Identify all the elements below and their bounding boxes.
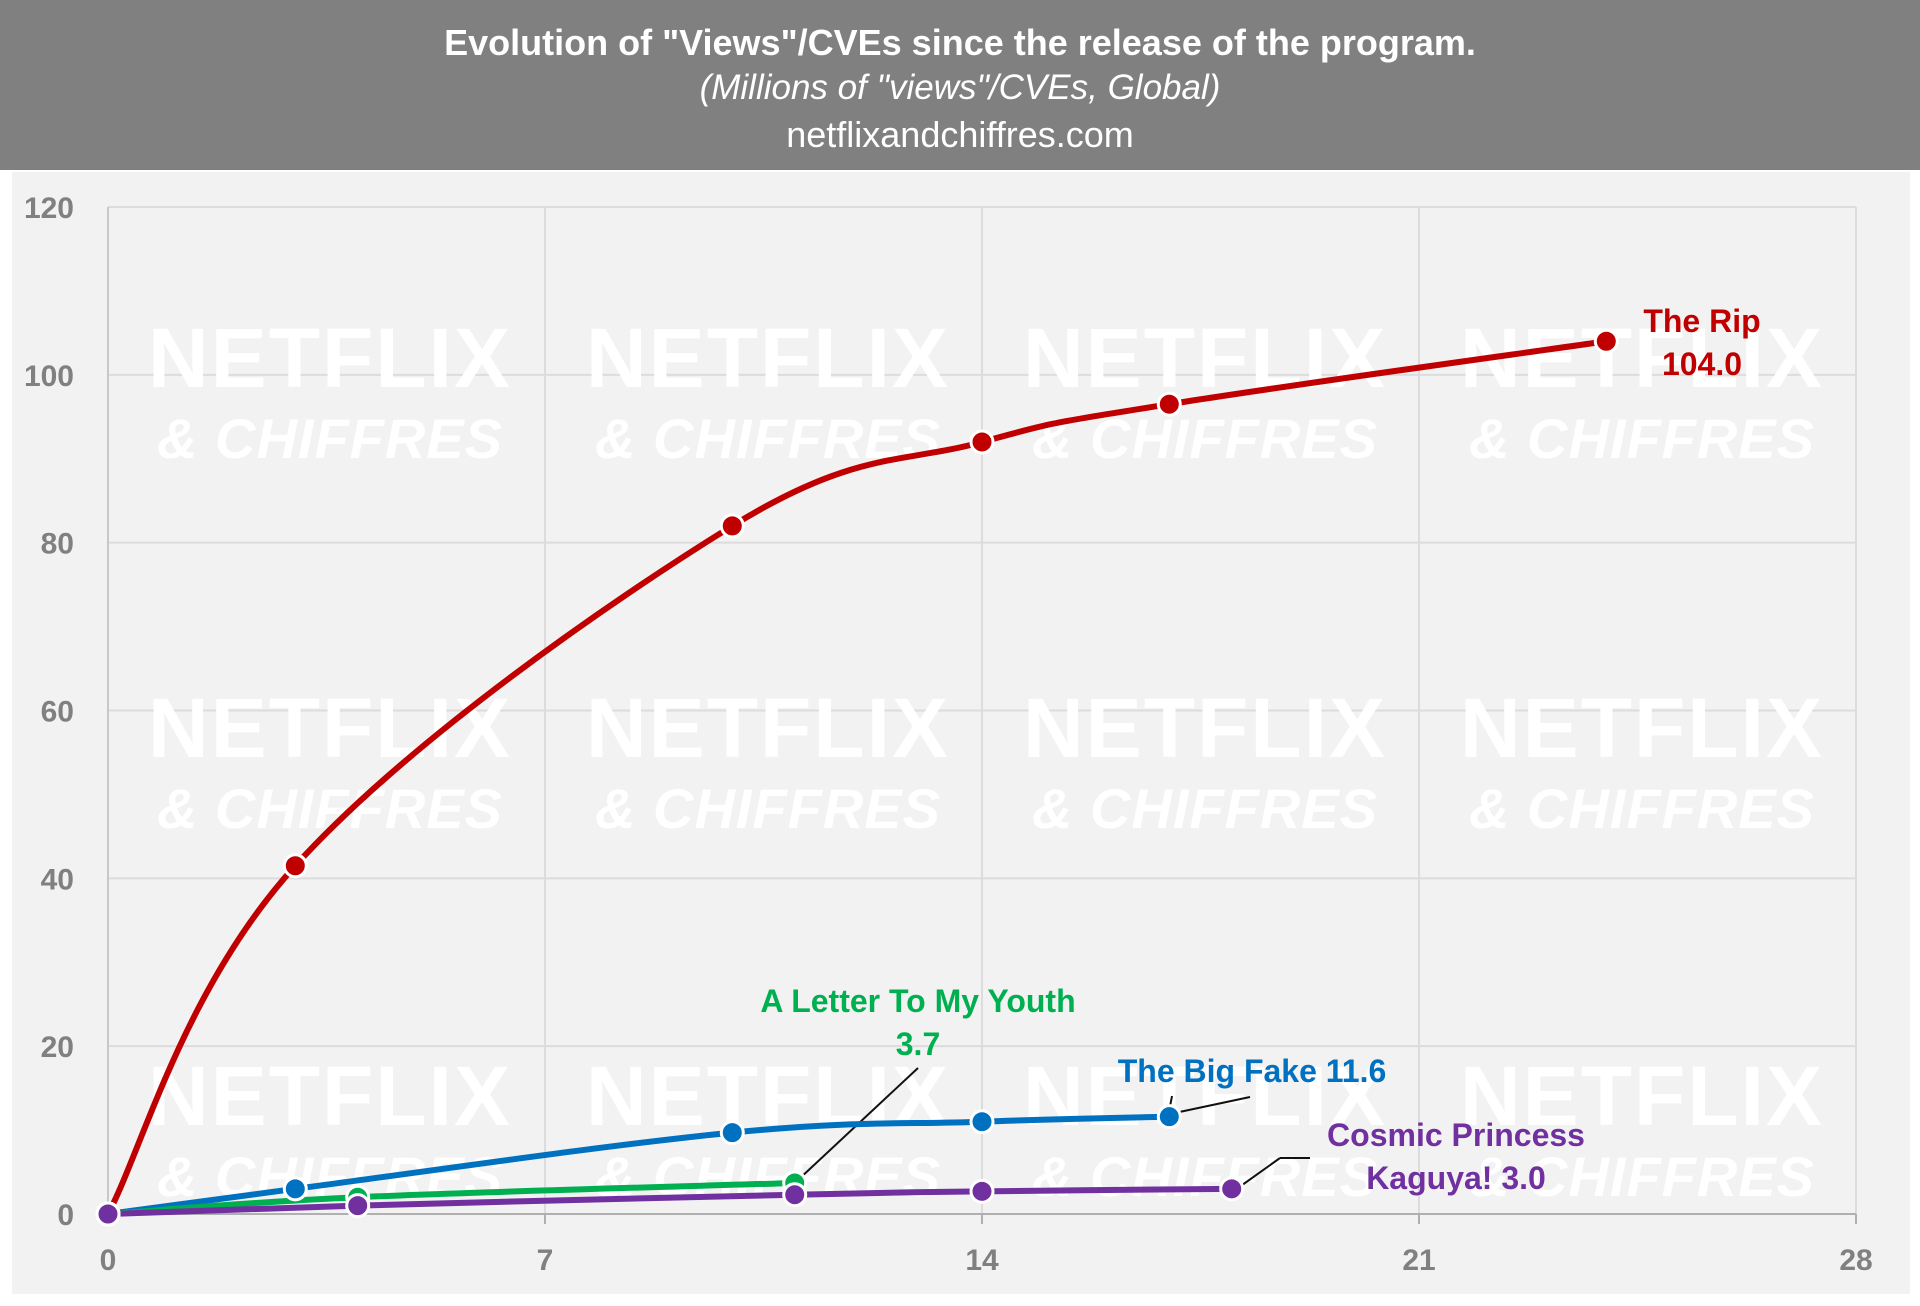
series-line-the-big-fake xyxy=(105,1113,1173,1217)
watermark-chiffres: & CHIFFRES xyxy=(1469,777,1815,840)
data-point-the-rip xyxy=(719,513,745,539)
y-tick-label: 0 xyxy=(57,1199,74,1232)
plot-background xyxy=(12,172,1910,1294)
watermark-chiffres: & CHIFFRES xyxy=(1469,407,1815,470)
data-point-the-big-fake xyxy=(969,1109,995,1135)
x-tick-label: 14 xyxy=(965,1244,999,1277)
series-label-the-rip: The Rip xyxy=(1643,303,1760,339)
watermark-chiffres: & CHIFFRES xyxy=(1032,777,1378,840)
data-point-the-big-fake xyxy=(719,1120,745,1146)
data-point-the-big-fake xyxy=(282,1176,308,1202)
data-point-cosmic-princess-kaguya xyxy=(969,1178,995,1204)
watermark-chiffres: & CHIFFRES xyxy=(1469,1145,1815,1208)
series-lines xyxy=(105,338,1610,1217)
series-labels: The Rip 104.0 The Big Fake 11.6 A Letter To… xyxy=(760,303,1760,1196)
chart-source: netflixandchiffres.com xyxy=(786,114,1134,155)
watermark-netflix: NETFLIX xyxy=(1023,1049,1387,1143)
watermark-chiffres: & CHIFFRES xyxy=(157,407,503,470)
y-tick-label: 20 xyxy=(41,1031,74,1064)
series-line-the-rip xyxy=(105,338,1610,1217)
y-tick-label: 40 xyxy=(41,863,74,896)
label-leader-line xyxy=(1237,1157,1281,1189)
watermark-chiffres: & CHIFFRES xyxy=(1032,1145,1378,1208)
axes: 0 20 40 60 80 100 120 0 7 14 21 28 xyxy=(24,192,1873,1277)
label-leader-line xyxy=(1169,1096,1251,1115)
watermark-netflix: NETFLIX xyxy=(586,681,950,775)
watermark-netflix: NETFLIX xyxy=(1023,311,1387,405)
data-point-the-rip xyxy=(1156,391,1182,417)
series-label-the-big-fake: The Big Fake 11.6 xyxy=(1118,1053,1387,1089)
series-points xyxy=(95,328,1619,1227)
watermark-netflix: NETFLIX xyxy=(1460,1049,1824,1143)
y-tick-label: 120 xyxy=(24,192,74,225)
data-point-cosmic-princess-kaguya xyxy=(345,1193,371,1219)
data-point-the-rip xyxy=(282,853,308,879)
y-tick-label: 100 xyxy=(24,360,74,393)
y-tick-label: 80 xyxy=(41,528,74,561)
chart-header: Evolution of "Views"/CVEs since the rele… xyxy=(0,0,1920,170)
series-label-cosmic-princess-kaguya: Kaguya! 3.0 xyxy=(1366,1160,1546,1196)
chart-title: Evolution of "Views"/CVEs since the rele… xyxy=(444,22,1476,63)
watermark-netflix: NETFLIX xyxy=(148,311,512,405)
data-point-the-rip xyxy=(1593,328,1619,354)
watermark-netflix: NETFLIX xyxy=(148,681,512,775)
watermark-netflix: NETFLIX xyxy=(586,311,950,405)
watermark-netflix: NETFLIX xyxy=(1460,311,1824,405)
series-label-cosmic-princess-kaguya: Cosmic Princess xyxy=(1327,1117,1585,1153)
x-tick-label: 0 xyxy=(100,1244,117,1277)
watermark-netflix: NETFLIX xyxy=(1023,681,1387,775)
data-point-the-big-fake xyxy=(1156,1104,1182,1130)
x-tick-label: 21 xyxy=(1402,1244,1435,1277)
x-tick-label: 28 xyxy=(1839,1244,1872,1277)
data-point-the-rip xyxy=(969,429,995,455)
series-label-a-letter-to-my-youth: A Letter To My Youth xyxy=(760,983,1075,1019)
series-label-the-rip: 104.0 xyxy=(1662,346,1742,382)
series-label-a-letter-to-my-youth: 3.7 xyxy=(896,1026,940,1062)
chart-subtitle: (Millions of "views"/CVEs, Global) xyxy=(699,68,1221,107)
data-point-cosmic-princess-kaguya xyxy=(782,1182,808,1208)
watermark-chiffres: & CHIFFRES xyxy=(595,777,941,840)
x-tick-label: 7 xyxy=(537,1244,554,1277)
watermark-netflix: NETFLIX xyxy=(148,1049,512,1143)
data-point-cosmic-princess-kaguya xyxy=(1219,1176,1245,1202)
grid-lines xyxy=(108,206,1857,1214)
watermark-netflix: NETFLIX xyxy=(1460,681,1824,775)
y-tick-label: 60 xyxy=(41,696,74,729)
data-point-cosmic-princess-kaguya xyxy=(95,1201,121,1227)
series-line-cosmic-princess-kaguya xyxy=(105,1185,1235,1217)
